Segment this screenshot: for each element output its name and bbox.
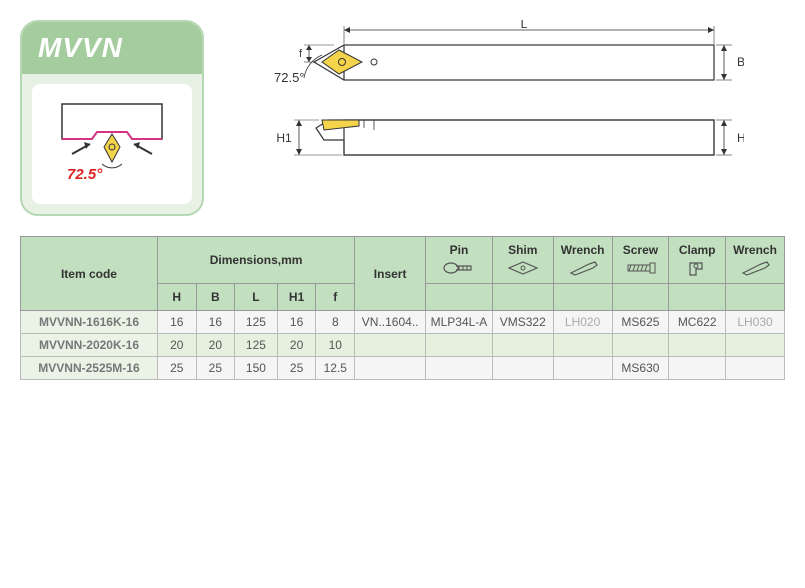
product-badge: MVVN 72.5° [20, 20, 204, 216]
th-shim-sub [492, 284, 553, 311]
table-row: MVVNN-2525M-16 25 25 150 25 12.5 MS630 [21, 357, 785, 380]
shim-icon [505, 259, 541, 277]
cell-H1: 20 [277, 334, 316, 357]
cell-code: MVVNN-2020K-16 [21, 334, 158, 357]
table-body: MVVNN-1616K-16 16 16 125 16 8 VN..1604..… [21, 311, 785, 380]
th-shim: Shim [492, 237, 553, 284]
th-wrench2-sub [726, 284, 785, 311]
th-screw-sub [612, 284, 669, 311]
pin-icon [441, 259, 477, 277]
th-H1: H1 [277, 284, 316, 311]
table-row: MVVNN-2020K-16 20 20 125 20 10 [21, 334, 785, 357]
cell-pin [426, 334, 493, 357]
clamp-icon [682, 259, 712, 277]
cell-screw: MS630 [612, 357, 669, 380]
cell-insert [355, 334, 426, 357]
th-clamp-sub [669, 284, 726, 311]
th-screw: Screw [612, 237, 669, 284]
cell-insert [355, 357, 426, 380]
badge-title: MVVN [38, 32, 123, 63]
th-clamp: Clamp [669, 237, 726, 284]
cell-pin [426, 357, 493, 380]
cell-clamp: MC622 [669, 311, 726, 334]
badge-header: MVVN [22, 22, 202, 74]
cell-wrench1 [553, 334, 612, 357]
badge-diagram: 72.5° [32, 84, 192, 204]
cell-L: 125 [235, 334, 278, 357]
cell-H1: 16 [277, 311, 316, 334]
th-clamp-label: Clamp [679, 243, 716, 257]
th-wrench2: Wrench [726, 237, 785, 284]
cell-shim [492, 357, 553, 380]
cell-H1: 25 [277, 357, 316, 380]
cell-wrench1: LH020 [553, 311, 612, 334]
dim-L-label: L [521, 20, 528, 31]
th-wrench1-label: Wrench [561, 243, 605, 257]
th-item-code: Item code [21, 237, 158, 311]
th-pin: Pin [426, 237, 493, 284]
cell-H: 20 [157, 334, 196, 357]
technical-drawing: L f 72.5° B [244, 20, 785, 190]
cell-screw: MS625 [612, 311, 669, 334]
cell-clamp [669, 357, 726, 380]
cell-code: MVVNN-2525M-16 [21, 357, 158, 380]
cell-insert: VN..1604.. [355, 311, 426, 334]
cell-f: 8 [316, 311, 355, 334]
cell-B: 20 [196, 334, 235, 357]
wrench-icon [565, 259, 601, 277]
cell-pin: MLP34L-A [426, 311, 493, 334]
cell-wrench2: LH030 [726, 311, 785, 334]
cell-B: 25 [196, 357, 235, 380]
table-row: MVVNN-1616K-16 16 16 125 16 8 VN..1604..… [21, 311, 785, 334]
th-B: B [196, 284, 235, 311]
cell-shim: VMS322 [492, 311, 553, 334]
wrench2-icon [737, 259, 773, 277]
cell-L: 125 [235, 311, 278, 334]
cell-f: 10 [316, 334, 355, 357]
cell-H: 16 [157, 311, 196, 334]
cell-code: MVVNN-1616K-16 [21, 311, 158, 334]
th-H: H [157, 284, 196, 311]
cell-clamp [669, 334, 726, 357]
spec-table: Item code Dimensions,mm Insert Pin Shim … [20, 236, 785, 380]
screw-icon [622, 259, 658, 277]
cell-screw [612, 334, 669, 357]
badge-angle-label: 72.5° [67, 166, 103, 183]
cell-shim [492, 334, 553, 357]
th-f: f [316, 284, 355, 311]
cell-H: 25 [157, 357, 196, 380]
dim-f-label: f [299, 48, 303, 60]
th-wrench1-sub [553, 284, 612, 311]
th-L: L [235, 284, 278, 311]
cell-wrench2 [726, 357, 785, 380]
cell-wrench2 [726, 334, 785, 357]
dim-H1-label: H1 [276, 131, 292, 145]
cell-B: 16 [196, 311, 235, 334]
cell-wrench1 [553, 357, 612, 380]
dim-B-label: B [737, 55, 744, 69]
th-shim-label: Shim [508, 243, 537, 257]
th-pin-sub [426, 284, 493, 311]
cell-f: 12.5 [316, 357, 355, 380]
drawing-angle-label: 72.5° [274, 70, 305, 85]
th-insert: Insert [355, 237, 426, 311]
th-dimensions: Dimensions,mm [157, 237, 354, 284]
th-wrench1: Wrench [553, 237, 612, 284]
dim-H-label: H [737, 131, 744, 145]
cell-L: 150 [235, 357, 278, 380]
th-screw-label: Screw [623, 243, 658, 257]
th-wrench2-label: Wrench [733, 243, 777, 257]
th-pin-label: Pin [450, 243, 469, 257]
